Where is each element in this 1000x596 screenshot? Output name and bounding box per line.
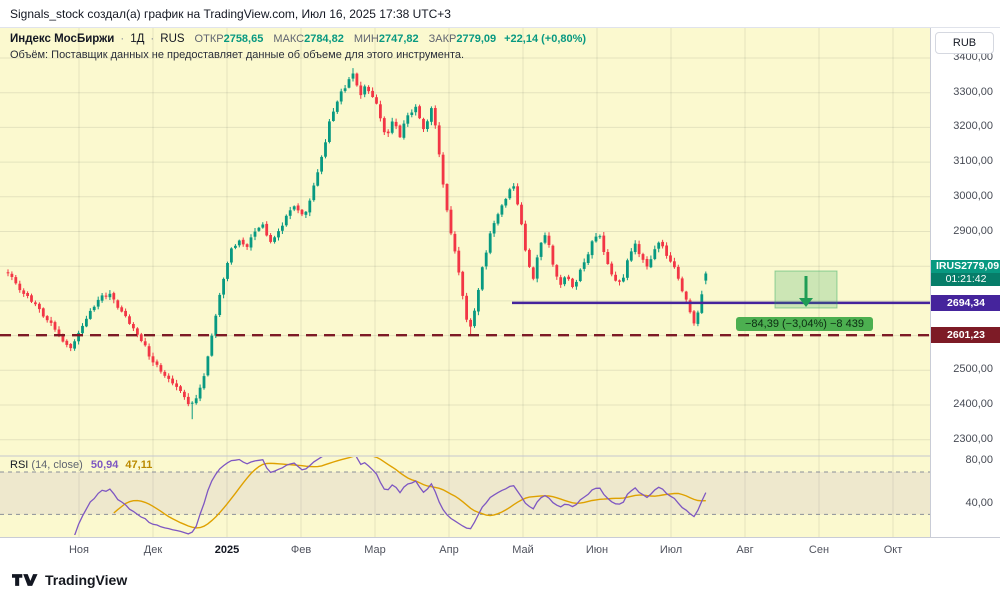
ohlc-low: МИН2747,82 bbox=[354, 33, 419, 45]
time-axis[interactable]: Ноя Дек 2025 Фев Мар Апр Май Июн Июл Авг Сен Окт bbox=[0, 537, 1000, 563]
range-annotation-label[interactable]: −84,39 (−3,04%) −8 439 bbox=[736, 317, 873, 331]
rsi-params: (14, close) bbox=[31, 459, 83, 471]
time-axis-label: Мар bbox=[364, 544, 386, 556]
exchange-label: RUS bbox=[160, 33, 185, 45]
time-axis-label: Ноя bbox=[68, 544, 90, 556]
high-value: 2784,82 bbox=[304, 33, 344, 45]
time-axis-label: Июл bbox=[659, 544, 683, 556]
separator: · bbox=[120, 33, 125, 45]
price-scale[interactable]: RUB IRUS 2779,09 01:21:42 2694,34 2601,2… bbox=[930, 28, 1000, 537]
brand-text[interactable]: TradingView bbox=[45, 571, 128, 588]
footer-bar: TradingView bbox=[0, 563, 1000, 596]
price-label: 2900,00 bbox=[953, 224, 993, 237]
price-label: 2500,00 bbox=[953, 363, 993, 376]
close-value: 2779,09 bbox=[456, 33, 497, 45]
time-axis-label: 2025 bbox=[214, 544, 240, 556]
low-label: МИН bbox=[353, 33, 379, 45]
time-axis-label: Дек bbox=[143, 544, 163, 556]
price-label: 3200,00 bbox=[953, 120, 993, 133]
snapshot-title: Signals_stock создал(а) график на Tradin… bbox=[10, 6, 451, 21]
level-badge-purple: 2694,34 bbox=[931, 294, 1000, 311]
badge-price: 2779,09 bbox=[961, 260, 1000, 273]
time-axis-label: Апр bbox=[439, 544, 459, 556]
last-price-badge: IRUS 2779,09 01:21:42 bbox=[931, 260, 1000, 287]
price-label: 2400,00 bbox=[953, 398, 993, 410]
ohlc-close: ЗАКР2779,09 bbox=[429, 33, 497, 45]
time-axis-label: Сен bbox=[808, 544, 830, 556]
price-label: 3000,00 bbox=[953, 189, 993, 202]
snapshot-title-bar: Signals_stock создал(а) график на Tradin… bbox=[0, 0, 1000, 28]
currency-button[interactable]: RUB bbox=[935, 32, 994, 54]
close-label: ЗАКР bbox=[428, 33, 457, 45]
separator: · bbox=[150, 33, 155, 45]
rsi-label[interactable]: RSI bbox=[10, 459, 29, 471]
level-badge-maroon: 2601,23 bbox=[931, 327, 1000, 344]
time-axis-label: Авг bbox=[736, 544, 754, 556]
interval-label[interactable]: 1Д bbox=[130, 33, 145, 45]
low-value: 2747,82 bbox=[378, 33, 419, 45]
price-label: 3100,00 bbox=[953, 155, 993, 168]
rsi-ma-value: 47,11 bbox=[125, 459, 153, 471]
change-value: +22,14 (+0,80%) bbox=[504, 33, 587, 45]
rsi-legend: RSI (14, close) 50,94 47,11 bbox=[10, 459, 152, 471]
time-axis-label: Май bbox=[512, 544, 534, 556]
badge-countdown: 01:21:42 bbox=[931, 273, 1000, 287]
price-label: 80,00 bbox=[965, 454, 993, 467]
high-label: МАКС bbox=[273, 33, 305, 45]
price-label: 3300,00 bbox=[953, 85, 993, 98]
ohlc-high: МАКС2784,82 bbox=[273, 33, 344, 45]
price-label: 40,00 bbox=[965, 496, 993, 509]
volume-note: Объём: Поставщик данных не предоставляет… bbox=[10, 49, 465, 61]
time-axis-label: Фев bbox=[290, 544, 312, 556]
symbol-legend: Индекс МосБиржи · 1Д · RUS ОТКР2758,65 М… bbox=[10, 33, 586, 45]
chart-plot-background bbox=[0, 28, 930, 537]
rsi-value: 50,94 bbox=[90, 459, 119, 471]
time-axis-label: Окт bbox=[883, 544, 903, 556]
open-value: 2758,65 bbox=[223, 33, 264, 45]
badge-symbol: IRUS bbox=[936, 260, 962, 273]
price-label: 2300,00 bbox=[953, 432, 993, 445]
tradingview-logo-icon[interactable] bbox=[12, 573, 38, 586]
open-label: ОТКР bbox=[194, 33, 224, 45]
ohlc-open: ОТКР2758,65 bbox=[195, 33, 264, 45]
symbol-name[interactable]: Индекс МосБиржи bbox=[10, 33, 115, 45]
price-label: 3400,00 bbox=[953, 51, 993, 63]
time-axis-label: Июн bbox=[585, 544, 609, 556]
